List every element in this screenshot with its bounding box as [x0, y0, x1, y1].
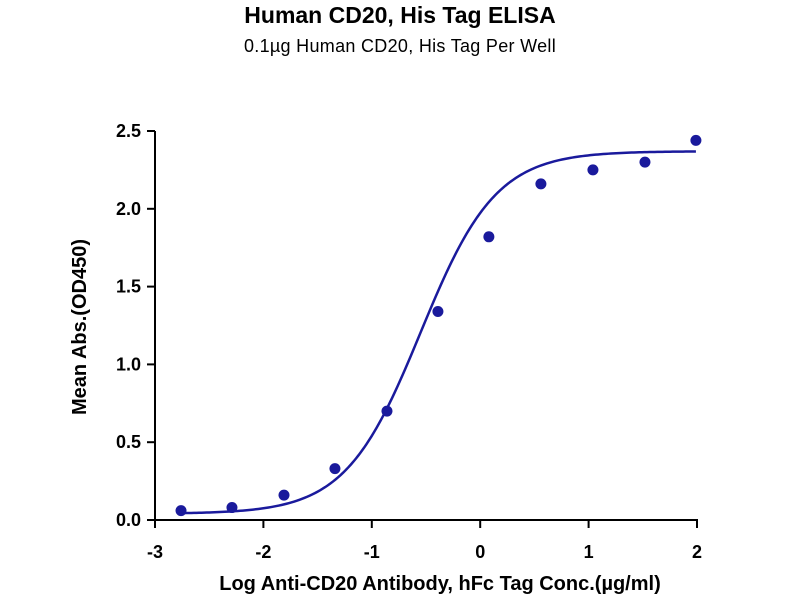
x-tick-label: -2 [255, 542, 271, 562]
data-point [381, 405, 393, 417]
data-point [690, 134, 702, 146]
data-point [329, 463, 341, 475]
x-tick-label: -3 [147, 542, 163, 562]
data-point [483, 231, 495, 243]
chart-subtitle: 0.1µg Human CD20, His Tag Per Well [243, 36, 557, 56]
x-axis: -3 -2 -1 0 1 2 [147, 519, 702, 562]
chart-title: Human CD20, His Tag ELISA [244, 2, 556, 28]
y-axis: 0.0 0.5 1.0 1.5 2.0 2.5 [116, 121, 156, 530]
data-point [432, 305, 444, 317]
x-tick-label: 2 [692, 542, 702, 562]
x-axis-title: Log Anti-CD20 Antibody, hFc Tag Conc.(µg… [219, 573, 660, 595]
y-tick-label: 1.5 [116, 277, 141, 297]
plot-area [175, 134, 702, 517]
x-tick-label: -1 [364, 542, 380, 562]
x-tick-label: 1 [584, 542, 594, 562]
data-point [278, 489, 290, 501]
y-tick-label: 2.0 [116, 199, 141, 219]
x-tick-label: 0 [475, 542, 485, 562]
data-point [639, 156, 651, 168]
y-axis-title: Mean Abs.(OD450) [69, 239, 91, 415]
y-tick-label: 1.0 [116, 354, 141, 374]
y-tick-label: 0.5 [116, 432, 141, 452]
data-point [226, 502, 238, 514]
data-point [535, 178, 547, 190]
fit-curve [181, 150, 696, 515]
y-tick-label: 2.5 [116, 121, 141, 141]
data-point [587, 164, 599, 176]
y-tick-label: 0.0 [116, 510, 141, 530]
data-point [175, 505, 187, 517]
